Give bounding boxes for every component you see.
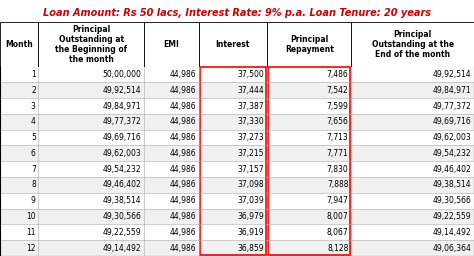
Text: 37,215: 37,215	[237, 149, 264, 158]
Bar	[0, 177, 474, 193]
Bar	[0, 225, 474, 240]
Text: 37,098: 37,098	[237, 180, 264, 189]
Bar	[38, 22, 145, 67]
Text: 6: 6	[31, 149, 36, 158]
Text: 44,986: 44,986	[169, 70, 196, 79]
Text: 7: 7	[31, 165, 36, 174]
Text: 4: 4	[31, 117, 36, 126]
Text: 8: 8	[31, 180, 36, 189]
Text: 8,007: 8,007	[327, 212, 348, 221]
Bar	[0, 114, 474, 130]
Text: 49,30,566: 49,30,566	[432, 196, 471, 205]
Bar	[0, 98, 474, 114]
Text: 36,919: 36,919	[237, 228, 264, 237]
Text: 37,387: 37,387	[237, 102, 264, 111]
Text: 36,979: 36,979	[237, 212, 264, 221]
Bar	[267, 22, 351, 67]
Text: 12: 12	[26, 244, 36, 253]
Text: 44,986: 44,986	[169, 117, 196, 126]
Text: 7,888: 7,888	[327, 180, 348, 189]
Text: 49,30,566: 49,30,566	[103, 212, 142, 221]
Bar	[0, 22, 38, 67]
Text: 7,656: 7,656	[327, 117, 348, 126]
Text: 11: 11	[26, 228, 36, 237]
Text: 7,486: 7,486	[327, 70, 348, 79]
Text: 37,444: 37,444	[237, 86, 264, 95]
Text: 37,500: 37,500	[237, 70, 264, 79]
Text: 7,830: 7,830	[327, 165, 348, 174]
Text: 49,14,492: 49,14,492	[433, 228, 471, 237]
Bar	[145, 22, 199, 67]
Bar	[0, 209, 474, 225]
Text: 1: 1	[31, 70, 36, 79]
Text: EMI: EMI	[164, 40, 180, 49]
Bar	[0, 193, 474, 209]
Bar	[199, 22, 267, 67]
Text: 7,713: 7,713	[327, 133, 348, 142]
Text: 49,92,514: 49,92,514	[433, 70, 471, 79]
Text: 7,542: 7,542	[327, 86, 348, 95]
Text: 49,22,559: 49,22,559	[103, 228, 142, 237]
Text: 37,273: 37,273	[237, 133, 264, 142]
Text: Month: Month	[5, 40, 33, 49]
Bar	[351, 22, 474, 67]
Text: Interest: Interest	[216, 40, 250, 49]
Text: Principal
Outstanding at
the Beginning of
the month: Principal Outstanding at the Beginning o…	[55, 25, 128, 64]
Text: 49,54,232: 49,54,232	[103, 165, 142, 174]
Text: 8,067: 8,067	[327, 228, 348, 237]
Text: 8,128: 8,128	[327, 244, 348, 253]
Text: 36,859: 36,859	[237, 244, 264, 253]
Text: 44,986: 44,986	[169, 149, 196, 158]
Bar	[0, 130, 474, 145]
Text: Loan Amount: Rs 50 lacs, Interest Rate: 9% p.a. Loan Tenure: 20 years: Loan Amount: Rs 50 lacs, Interest Rate: …	[43, 8, 431, 18]
Bar	[0, 240, 474, 256]
Text: 44,986: 44,986	[169, 244, 196, 253]
Text: 49,38,514: 49,38,514	[433, 180, 471, 189]
Text: 49,38,514: 49,38,514	[103, 196, 142, 205]
Text: 49,62,003: 49,62,003	[103, 149, 142, 158]
Text: 44,986: 44,986	[169, 212, 196, 221]
Text: 10: 10	[26, 212, 36, 221]
Text: 49,84,971: 49,84,971	[103, 102, 142, 111]
Text: 7,771: 7,771	[327, 149, 348, 158]
Text: 49,54,232: 49,54,232	[433, 149, 471, 158]
Text: 3: 3	[31, 102, 36, 111]
Bar	[201, 67, 265, 255]
Text: 44,986: 44,986	[169, 133, 196, 142]
Bar	[268, 67, 350, 255]
Text: 2: 2	[31, 86, 36, 95]
Text: 49,92,514: 49,92,514	[103, 86, 142, 95]
Text: 44,986: 44,986	[169, 228, 196, 237]
Text: 37,330: 37,330	[237, 117, 264, 126]
Bar	[0, 82, 474, 98]
Text: 9: 9	[31, 196, 36, 205]
Text: 49,69,716: 49,69,716	[432, 117, 471, 126]
Text: 49,06,364: 49,06,364	[432, 244, 471, 253]
Bar	[0, 145, 474, 161]
Bar	[0, 161, 474, 177]
Text: 49,22,559: 49,22,559	[433, 212, 471, 221]
Text: 49,14,492: 49,14,492	[103, 244, 142, 253]
Text: 49,69,716: 49,69,716	[103, 133, 142, 142]
Text: 50,00,000: 50,00,000	[103, 70, 142, 79]
Text: 44,986: 44,986	[169, 196, 196, 205]
Text: 44,986: 44,986	[169, 180, 196, 189]
Text: 49,77,372: 49,77,372	[103, 117, 142, 126]
Text: 37,157: 37,157	[237, 165, 264, 174]
Text: 49,84,971: 49,84,971	[433, 86, 471, 95]
Text: 37,039: 37,039	[237, 196, 264, 205]
Text: 44,986: 44,986	[169, 102, 196, 111]
Text: 7,599: 7,599	[327, 102, 348, 111]
Text: 44,986: 44,986	[169, 86, 196, 95]
Text: 5: 5	[31, 133, 36, 142]
Text: 49,77,372: 49,77,372	[432, 102, 471, 111]
Text: 44,986: 44,986	[169, 165, 196, 174]
Text: 49,46,402: 49,46,402	[432, 165, 471, 174]
Bar	[0, 67, 474, 82]
Text: 49,62,003: 49,62,003	[432, 133, 471, 142]
Text: Principal
Outstanding at the
End of the month: Principal Outstanding at the End of the …	[372, 30, 454, 59]
Text: Principal
Repayment: Principal Repayment	[285, 35, 334, 54]
Text: 49,46,402: 49,46,402	[103, 180, 142, 189]
Text: 7,947: 7,947	[327, 196, 348, 205]
